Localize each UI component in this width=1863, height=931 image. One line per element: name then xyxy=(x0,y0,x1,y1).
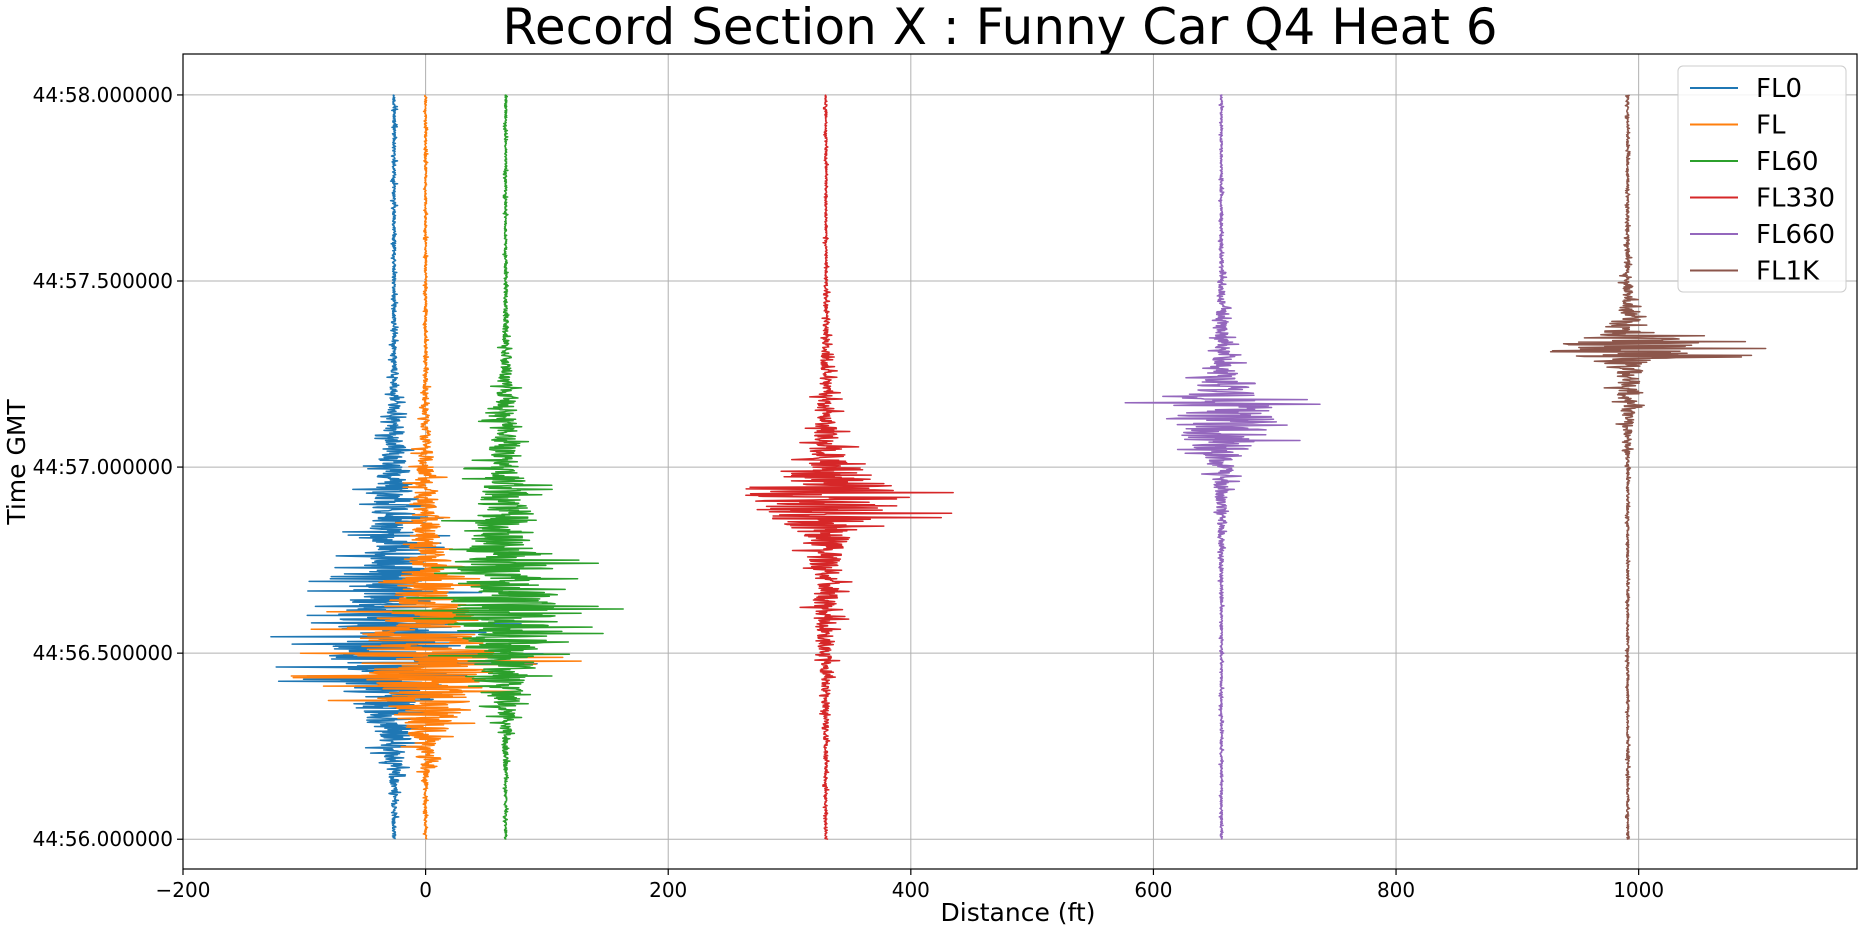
y-tick-label: 44:56.000000 xyxy=(33,827,173,851)
series-line-fl660 xyxy=(1124,94,1321,840)
series-line-fl0 xyxy=(270,94,544,840)
axis-ticks: −200 0 200 400 600 800 1000 44:56.000000 44:56.5… xyxy=(33,83,1664,902)
series-traces xyxy=(270,94,1767,840)
y-axis-label: Time GMT xyxy=(2,399,31,526)
chart-title: Record Section X : Funny Car Q4 Heat 6 xyxy=(502,0,1497,56)
y-tick-label: 44:58.000000 xyxy=(33,83,173,107)
series-line-fl xyxy=(290,94,582,840)
legend-label: FL0 xyxy=(1756,74,1802,104)
x-tick-label: 800 xyxy=(1377,878,1415,902)
y-tick-label: 44:56.500000 xyxy=(33,641,173,665)
x-tick-label: −200 xyxy=(156,878,211,902)
series-line-fl1k xyxy=(1549,94,1767,840)
legend-label: FL330 xyxy=(1756,184,1835,214)
legend: FL0 FL FL60 FL330 FL660 FL1K xyxy=(1677,65,1847,293)
y-tick-label: 44:57.000000 xyxy=(33,455,173,479)
x-tick-label: 0 xyxy=(419,878,432,902)
x-tick-label: 400 xyxy=(892,878,930,902)
legend-label: FL1K xyxy=(1756,257,1820,287)
legend-label: FL60 xyxy=(1756,147,1819,177)
x-tick-label: 600 xyxy=(1134,878,1172,902)
series-line-fl330 xyxy=(745,94,954,840)
y-tick-label: 44:57.500000 xyxy=(33,269,173,293)
series-line-fl60 xyxy=(392,94,624,840)
plot-frame xyxy=(182,53,1858,870)
legend-box xyxy=(1677,65,1847,293)
legend-label: FL660 xyxy=(1756,220,1835,250)
x-tick-label: 1000 xyxy=(1613,878,1664,902)
x-tick-label: 200 xyxy=(649,878,687,902)
grid-lines xyxy=(182,54,1857,869)
legend-label: FL xyxy=(1756,111,1786,141)
x-axis-label: Distance (ft) xyxy=(941,898,1096,927)
